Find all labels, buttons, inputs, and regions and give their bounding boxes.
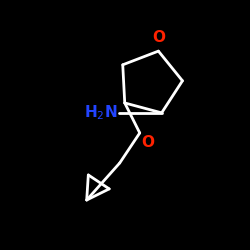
Text: O: O [141,136,154,150]
Text: O: O [152,30,165,45]
Text: H$_2$N: H$_2$N [84,104,118,122]
